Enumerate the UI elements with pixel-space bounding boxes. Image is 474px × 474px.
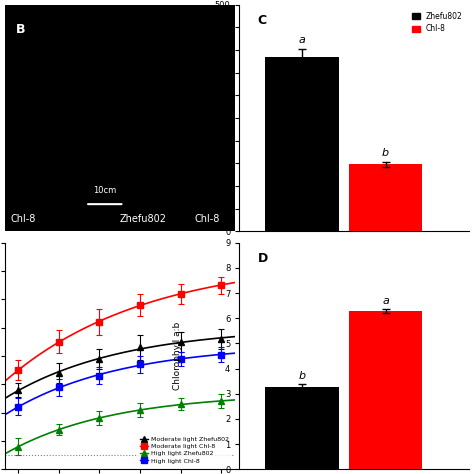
Text: 10cm: 10cm — [93, 186, 117, 195]
Text: a: a — [382, 296, 389, 306]
Legend: Moderate light Zhefu802, Moderate light Chl-8, High light Zhefu802, High light C: Moderate light Zhefu802, Moderate light … — [138, 434, 232, 466]
Text: Chl-8: Chl-8 — [194, 214, 220, 224]
Y-axis label: Chlorophyll content (mg•m⁻²): Chlorophyll content (mg•m⁻²) — [173, 50, 182, 186]
Text: B: B — [16, 23, 26, 36]
Text: Chl-8: Chl-8 — [10, 214, 36, 224]
Text: C: C — [258, 14, 267, 27]
Text: Zhefu802: Zhefu802 — [119, 214, 166, 224]
Text: b: b — [382, 148, 389, 158]
Y-axis label: Chlorophyll a:b: Chlorophyll a:b — [173, 322, 182, 390]
Bar — [265, 57, 338, 231]
Bar — [349, 310, 422, 469]
Bar — [265, 387, 338, 469]
Text: a: a — [299, 35, 305, 45]
Bar — [349, 164, 422, 231]
Text: D: D — [258, 252, 268, 264]
Legend: Zhefu802, Chl-8: Zhefu802, Chl-8 — [409, 9, 465, 36]
Text: b: b — [299, 371, 306, 382]
